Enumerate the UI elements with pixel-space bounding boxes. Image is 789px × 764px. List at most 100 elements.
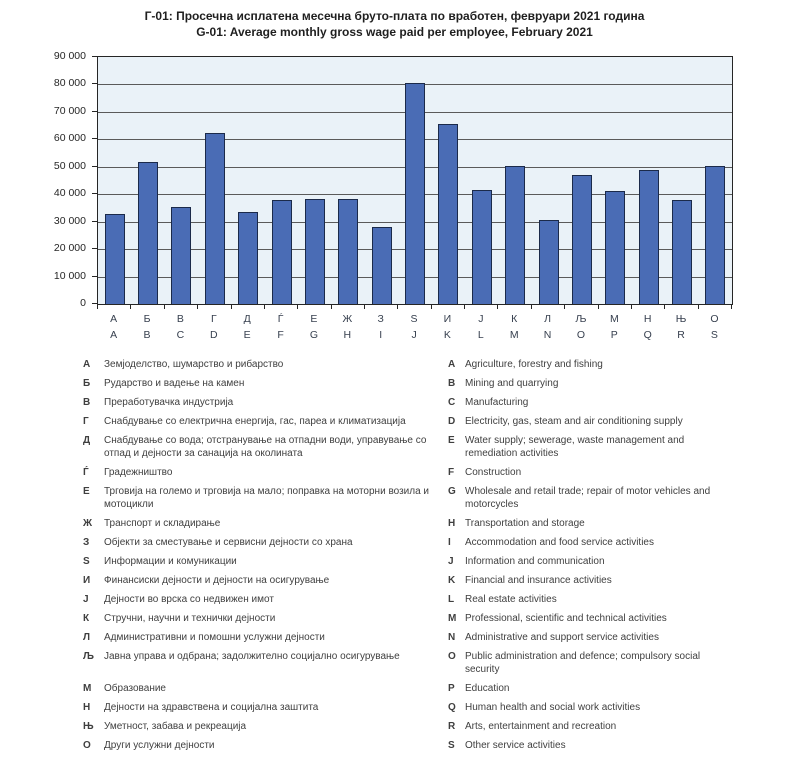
legend-row: Ј Дејности во врска со недвижен имот L Real… xyxy=(83,593,777,606)
legend-letter-mk: Л xyxy=(83,632,91,643)
y-axis-tick-label: 80 000 xyxy=(53,77,86,90)
x-axis-category-en: I xyxy=(379,329,383,341)
x-axis-category-en: E xyxy=(243,329,251,341)
legend-text-mk: Образование xyxy=(104,683,166,694)
x-axis-category-mk: Ѓ xyxy=(277,313,284,325)
bar xyxy=(371,227,392,304)
legend-letter-en: Q xyxy=(448,702,456,713)
legend-text-en: Public administration and defence; compu… xyxy=(465,651,701,675)
y-axis-labels: 0 10 000 20 000 30 000 40 000 50 000 60 000 70 … xyxy=(0,50,86,309)
legend: А Земјоделство, шумарство и рибарство A Agr… xyxy=(83,358,777,752)
bar xyxy=(571,175,592,304)
bar-chart: 0 10 000 20 000 30 000 40 000 50 000 60 000 70 … xyxy=(0,42,789,342)
x-axis-tick-mark xyxy=(397,304,399,309)
x-axis-tick-mark xyxy=(731,304,732,309)
x-axis-category-en: B xyxy=(143,329,151,341)
legend-row: И Финансиски дејности и дејности на осигу… xyxy=(83,574,777,587)
y-axis-tick-label: 10 000 xyxy=(53,269,86,282)
legend-text-mk: Транспорт и складирање xyxy=(104,518,221,529)
legend-text-en: Agriculture, forestry and fishing xyxy=(465,359,603,370)
bar xyxy=(204,132,225,304)
legend-row: Ѓ Градежништво F Construction xyxy=(83,466,777,479)
legend-letter-en: J xyxy=(448,556,454,567)
legend-letter-en: O xyxy=(448,651,456,662)
bar xyxy=(338,199,359,304)
bar-slot xyxy=(365,57,398,304)
x-axis-tick-mark xyxy=(430,304,432,309)
x-axis-labels-en: A B C D E F G H I J K L M N O P Q R S xyxy=(97,329,731,341)
legend-row: К Стручни, научни и технички дејности M Pro… xyxy=(83,612,777,625)
chart-title-block: Г-01: Просечна исплатена месечна бруто-п… xyxy=(0,0,789,40)
legend-letter-mk: Ј xyxy=(83,594,89,605)
legend-letter-mk: Њ xyxy=(83,721,94,732)
legend-letter-en: R xyxy=(448,721,456,732)
x-axis-tick-mark xyxy=(363,304,365,309)
x-axis-category-mk: К xyxy=(511,313,518,325)
legend-row: А Земјоделство, шумарство и рибарство A Agr… xyxy=(83,358,777,371)
legend-row: О Други услужни дејности S Other service ac… xyxy=(83,739,777,752)
x-axis-ticks xyxy=(97,304,732,309)
bar-slot xyxy=(165,57,198,304)
x-axis-category-en: L xyxy=(477,329,484,341)
legend-row: Г Снабдување со електрична енергија, гас,… xyxy=(83,415,777,428)
x-axis-tick-mark xyxy=(263,304,265,309)
x-axis-category-en: N xyxy=(543,329,552,341)
y-axis-tick-label: 40 000 xyxy=(53,187,86,200)
legend-letter-en: C xyxy=(448,397,456,408)
bar-slot xyxy=(632,57,665,304)
y-axis-tick-label: 60 000 xyxy=(53,132,86,145)
legend-letter-en: L xyxy=(448,594,455,605)
legend-text-en: Professional, scientific and technical a… xyxy=(465,613,667,624)
x-axis-tick-mark xyxy=(163,304,165,309)
y-axis-tick-mark xyxy=(91,110,98,112)
y-axis-tick-mark xyxy=(91,220,98,222)
bar xyxy=(638,169,659,304)
x-axis-category-en: R xyxy=(677,329,685,341)
legend-text-mk: Трговија на големо и трговија на мало; п… xyxy=(104,486,430,510)
bar-slot xyxy=(298,57,331,304)
legend-letter-mk: О xyxy=(83,740,91,751)
legend-letter-en: M xyxy=(448,613,457,624)
legend-text-mk: Рударство и вадење на камен xyxy=(104,378,245,389)
legend-text-en: Accommodation and food service activitie… xyxy=(465,537,654,548)
y-axis-tick-label: 50 000 xyxy=(53,159,86,172)
legend-letter-mk: К xyxy=(83,613,90,624)
bar xyxy=(471,190,492,304)
legend-letter-mk: М xyxy=(83,683,92,694)
legend-text-mk: Земјоделство, шумарство и рибарство xyxy=(104,359,284,370)
legend-row: Б Рударство и вадење на камен B Mining and … xyxy=(83,377,777,390)
x-axis-category-en: C xyxy=(176,329,185,341)
legend-text-mk: Дејности на здравствена и социјална зашт… xyxy=(104,702,319,713)
legend-text-mk: Јавна управа и одбрана; задолжително соц… xyxy=(104,651,400,662)
legend-text-en: Manufacturing xyxy=(465,397,529,408)
bar-slot xyxy=(499,57,532,304)
legend-row: Д Снабдување со вода; отстранување на отп… xyxy=(83,434,777,460)
legend-row: Л Административни и помошни услужни дејно… xyxy=(83,631,777,644)
x-axis-category-en: J xyxy=(411,329,417,341)
y-axis-tick-label: 90 000 xyxy=(53,50,86,62)
y-axis-tick-mark xyxy=(91,56,98,57)
x-axis-category-en: H xyxy=(343,329,352,341)
x-axis-tick-mark xyxy=(330,304,332,309)
legend-text-en: Mining and quarrying xyxy=(465,378,559,389)
bar-slot xyxy=(198,57,231,304)
y-axis-tick-label: 70 000 xyxy=(53,104,86,117)
legend-letter-mk: Ѕ xyxy=(83,556,90,567)
x-axis-tick-mark xyxy=(97,304,98,309)
chart-title-mk: Г-01: Просечна исплатена месечна бруто-п… xyxy=(144,9,645,23)
x-axis-category-en: Q xyxy=(643,329,652,341)
x-axis-tick-mark xyxy=(497,304,499,309)
plot-area xyxy=(97,56,733,305)
legend-text-en: Human health and social work activities xyxy=(465,702,641,713)
bar xyxy=(138,162,159,304)
x-axis-tick-mark xyxy=(464,304,466,309)
x-axis-category-en: D xyxy=(210,329,218,341)
legend-text-mk: Уметност, забава и рекреација xyxy=(104,721,247,732)
bar xyxy=(238,212,259,304)
legend-letter-en: K xyxy=(448,575,456,586)
legend-text-mk: Стручни, научни и технички дејности xyxy=(104,613,276,624)
y-axis-ticks xyxy=(91,56,98,304)
y-axis-tick-mark xyxy=(91,138,98,140)
bar xyxy=(505,166,526,304)
x-axis-category-mk: И xyxy=(443,313,452,325)
